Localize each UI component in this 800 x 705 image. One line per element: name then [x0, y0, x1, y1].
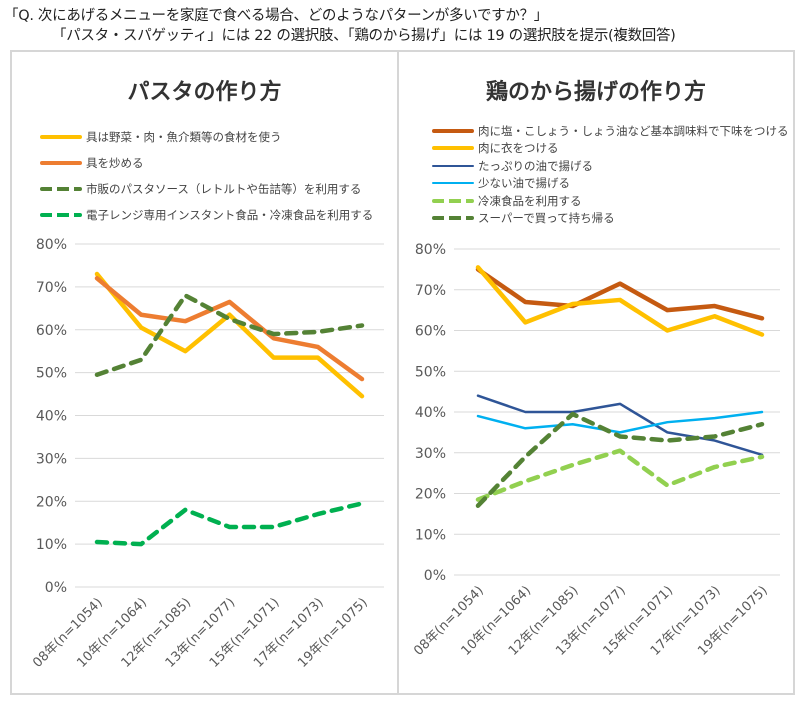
y-tick-label: 20%	[415, 487, 446, 503]
question-line-2: 「パスタ・スパゲッティ」には 22 の選択肢、「鶏のから揚げ」には 19 の選択…	[52, 28, 676, 44]
legend: 具は野菜・肉・魚介類等の食材を使う 具を炒める市販のパスタソース（レトルトや缶詰等…	[40, 124, 373, 228]
legend-label: 市販のパスタソース（レトルトや缶詰等）を利用する	[86, 182, 362, 196]
legend-swatch	[432, 146, 474, 151]
series-line	[94, 501, 365, 547]
legend-item: 市販のパスタソース（レトルトや缶詰等）を利用する	[40, 176, 373, 202]
chart-title: 鶏のから揚げの作り方	[485, 80, 706, 105]
legend-label: 冷凍食品を利用する	[478, 193, 582, 208]
y-tick-label: 0%	[424, 568, 446, 584]
legend-item: 肉に塩・こしょう・しょう油など基本調味料で下味をつける	[432, 122, 789, 140]
series-line	[94, 271, 365, 399]
y-tick-label: 80%	[36, 237, 67, 253]
y-tick-label: 40%	[36, 409, 67, 425]
legend-swatch	[432, 216, 474, 221]
y-tick-label: 40%	[415, 405, 446, 421]
legend-swatch	[40, 161, 82, 165]
y-tick-label: 50%	[36, 366, 67, 382]
legend-swatch	[432, 198, 474, 203]
legend-item: スーパーで買って持ち帰る	[432, 210, 789, 228]
series-line	[476, 394, 764, 457]
legend-item: たっぷりの油で揚げる	[432, 157, 789, 175]
series-line	[475, 267, 765, 321]
legend-label: スーパーで買って持ち帰る	[478, 211, 615, 226]
karaage-chart-panel: 0% 10% 20% 30% 40% 50% 60% 70% 80% 08年(n=1054) 10年…	[397, 50, 795, 695]
legend-label: 電子レンジ専用インスタント食品・冷凍食品を利用する	[86, 208, 374, 222]
y-tick-label: 60%	[415, 324, 446, 340]
legend-item: 少ない油で揚げる	[432, 175, 789, 193]
legend-label: 具を炒める	[86, 156, 144, 170]
y-tick-label: 70%	[36, 280, 67, 296]
series-line	[475, 448, 765, 502]
legend: 肉に塩・こしょう・しょう油など基本調味料で下味をつける 肉に衣をつけるたっぷりの油…	[432, 122, 789, 227]
legend-swatch	[40, 135, 82, 139]
series-line	[476, 410, 764, 434]
legend-item: 肉に衣をつける	[432, 140, 789, 158]
y-tick-label: 70%	[415, 283, 446, 299]
question-line-1: 「Q. 次にあげるメニューを家庭で食べる場合、どのようなパターンが多いですか？」	[4, 8, 548, 24]
y-tick-label: 30%	[36, 451, 67, 467]
y-tick-label: 0%	[45, 580, 67, 596]
legend-item: 具は野菜・肉・魚介類等の食材を使う	[40, 124, 373, 150]
karaage-chart: 0%10%20%30%40%50%60%70%80%08年(n=1054)10年…	[411, 242, 780, 659]
y-tick-label: 20%	[36, 494, 67, 510]
legend-item: 具を炒める	[40, 150, 373, 176]
y-tick-label: 60%	[36, 323, 67, 339]
legend-swatch	[432, 182, 474, 185]
legend-swatch	[432, 128, 474, 133]
legend-label: 少ない油で揚げる	[478, 176, 570, 191]
legend-label: 肉に塩・こしょう・しょう油など基本調味料で下味をつける	[478, 123, 789, 138]
legend-item: 電子レンジ専用インスタント食品・冷凍食品を利用する	[40, 202, 373, 228]
legend-label: たっぷりの油で揚げる	[478, 158, 593, 173]
legend-swatch	[40, 213, 82, 217]
chart-title: パスタの作り方	[127, 80, 282, 105]
pasta-chart-panel: 0% 10% 20% 30% 40% 50% 60% 70% 80% 08年(n=1054) 10年…	[10, 50, 399, 695]
y-tick-label: 10%	[415, 527, 446, 543]
y-tick-label: 10%	[36, 537, 67, 553]
y-tick-label: 50%	[415, 364, 446, 380]
legend-item: 冷凍食品を利用する	[432, 192, 789, 210]
legend-label: 肉に衣をつける	[478, 141, 559, 156]
legend-swatch	[40, 187, 82, 191]
legend-label: 具は野菜・肉・魚介類等の食材を使う	[86, 130, 282, 144]
pasta-chart: 0%10%20%30%40%50%60%70%80%08年(n=1054)10年…	[30, 237, 384, 671]
legend-swatch	[432, 164, 474, 167]
y-tick-label: 80%	[415, 242, 446, 258]
y-tick-label: 30%	[415, 446, 446, 462]
